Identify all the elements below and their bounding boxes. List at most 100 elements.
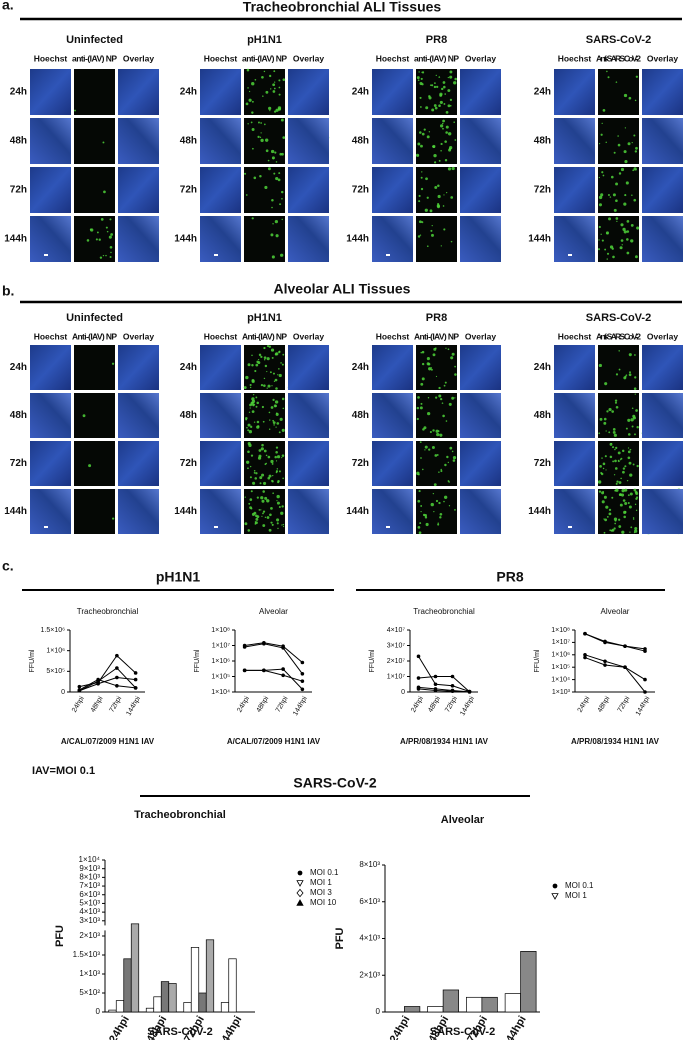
data-point (433, 674, 438, 679)
signal-speck (275, 470, 279, 473)
signal-speck (437, 523, 440, 526)
signal-speck (271, 385, 273, 387)
signal-speck (631, 407, 634, 409)
legend-label: MOI 1 (565, 891, 587, 900)
signal-speck (620, 167, 625, 172)
signal-speck (275, 161, 278, 163)
signal-speck (629, 371, 631, 374)
signal-speck (262, 524, 266, 527)
signal-speck (263, 347, 265, 350)
signal-speck (441, 402, 444, 404)
x-tick-label: 72hpi (275, 695, 290, 714)
signal-speck (433, 104, 437, 107)
signal-speck (268, 345, 271, 348)
signal-speck (444, 381, 447, 384)
panel-title: Tracheobronchial ALI Tissues (243, 0, 442, 15)
signal-speck (86, 239, 90, 242)
y-tick-label: 7×10³ (79, 881, 100, 890)
signal-speck (275, 352, 279, 356)
signal-speck (272, 421, 276, 425)
signal-speck (435, 396, 438, 399)
data-point (433, 682, 438, 687)
column-header: Hoechst (376, 331, 410, 341)
row-label: 144h (346, 506, 369, 517)
signal-speck (249, 407, 251, 409)
signal-speck (438, 501, 441, 505)
signal-speck (270, 348, 275, 352)
signal-speck (443, 495, 448, 499)
micrograph (74, 69, 115, 115)
signal-speck (271, 356, 274, 359)
signal-speck (430, 229, 433, 232)
bar (183, 1002, 192, 1013)
data-point (583, 653, 587, 657)
signal-speck (618, 493, 622, 496)
x-tick-label: 144hpi (635, 695, 652, 717)
signal-speck (270, 459, 274, 464)
micrograph (372, 216, 413, 262)
signal-speck (251, 128, 255, 131)
y-tick-label: 8×10³ (79, 872, 100, 881)
signal-speck (420, 505, 423, 507)
y-tick-label: 3×10³ (79, 916, 100, 925)
signal-speck (621, 488, 625, 493)
bar (520, 951, 537, 1013)
signal-speck (599, 417, 603, 421)
signal-speck (249, 476, 252, 479)
column-header: Anti-(IAV) NP (414, 331, 459, 341)
signal-speck (432, 493, 435, 495)
signal-speck (257, 456, 262, 460)
signal-speck (248, 411, 251, 413)
signal-speck (626, 238, 629, 241)
column-header: Overlay (293, 331, 324, 341)
signal-speck (419, 131, 422, 134)
signal-speck (615, 406, 619, 409)
signal-speck (258, 508, 261, 511)
signal-speck (263, 377, 266, 380)
micrograph (118, 118, 159, 164)
series-line (418, 688, 470, 693)
signal-speck (601, 122, 603, 125)
signal-speck (256, 425, 260, 429)
signal-speck (247, 442, 251, 446)
data-point (77, 684, 82, 689)
signal-speck (605, 430, 607, 432)
signal-speck (265, 454, 268, 457)
signal-speck (439, 100, 443, 104)
signal-speck (262, 95, 264, 97)
signal-speck (615, 446, 618, 450)
data-point (115, 675, 119, 680)
signal-speck (270, 406, 274, 409)
signal-speck (440, 149, 442, 152)
signal-speck (265, 149, 269, 153)
signal-speck (112, 517, 115, 520)
micrograph (118, 69, 159, 115)
signal-speck (625, 427, 628, 430)
signal-speck (436, 85, 439, 89)
signal-speck (634, 433, 636, 436)
signal-speck (598, 203, 603, 207)
axis-break (101, 925, 109, 931)
signal-speck (282, 523, 285, 526)
signal-speck (260, 132, 262, 134)
signal-speck (627, 494, 630, 497)
data-point (603, 640, 607, 645)
data-point (623, 665, 627, 669)
series-line (79, 654, 136, 688)
signal-speck (255, 396, 258, 399)
data-point (467, 690, 472, 694)
series-line (418, 656, 470, 693)
micrograph (554, 393, 595, 438)
signal-speck (634, 99, 637, 102)
signal-speck (262, 490, 265, 493)
signal-speck (258, 353, 262, 357)
signal-speck (253, 470, 256, 472)
signal-speck (430, 502, 434, 507)
signal-speck (611, 446, 615, 449)
x-tick-label: 48hpi (427, 695, 442, 714)
signal-speck (627, 502, 630, 505)
signal-speck (261, 515, 263, 518)
y-axis-label: FFU/ml (29, 649, 36, 672)
signal-speck (628, 353, 632, 357)
signal-speck (445, 131, 448, 134)
